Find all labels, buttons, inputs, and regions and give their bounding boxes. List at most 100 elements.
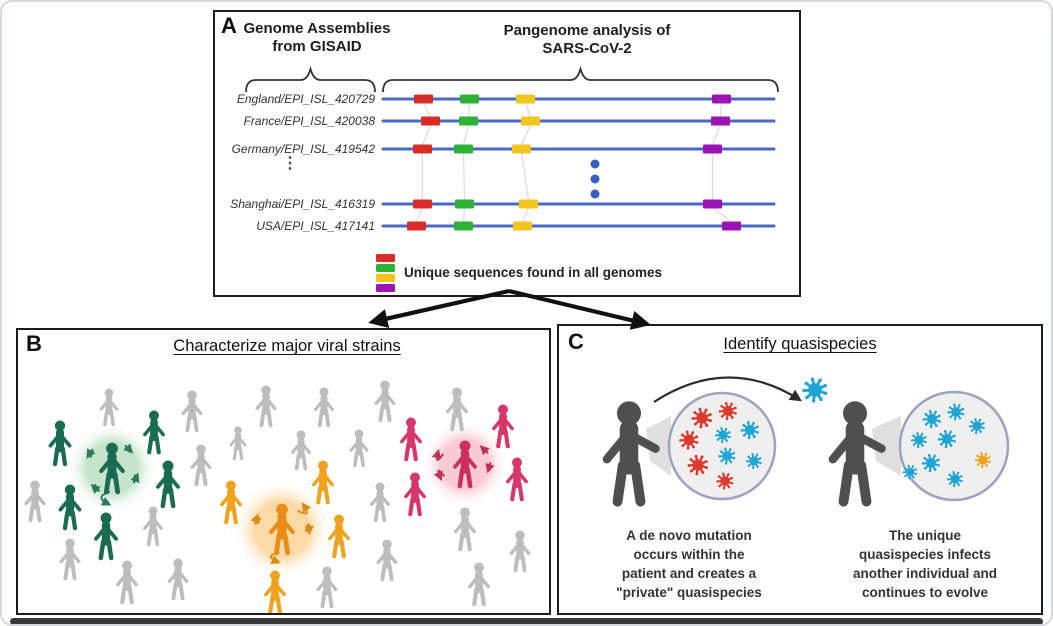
legend-color-block: [376, 284, 395, 292]
transmission-arrow: [479, 445, 490, 456]
genome-ellipsis: ⋮: [282, 155, 298, 172]
block-connector: [711, 124, 722, 146]
person-icon: [143, 506, 163, 547]
person-icon: [316, 566, 338, 609]
caption-de-novo-mutation: A de novo mutation occurs within the pat…: [616, 528, 762, 600]
virus-icon: [679, 430, 699, 450]
person-icon: [255, 385, 277, 428]
genome-line: [381, 221, 776, 231]
virus-icon: [937, 429, 956, 449]
person-icon: [506, 457, 528, 502]
legend-color-block: [376, 264, 395, 272]
unique-sequence-block: [712, 94, 731, 104]
unique-sequence-block: [460, 94, 479, 104]
brace-pangenome: [382, 65, 779, 93]
person-icon: [99, 442, 125, 495]
virus-icon: [968, 418, 985, 435]
legend-color-block: [376, 274, 395, 282]
genome-ellipsis-dot: [590, 189, 600, 199]
virus-icon: [802, 377, 828, 403]
brace-gisaid: [245, 65, 376, 93]
unique-sequence-block: [516, 94, 535, 104]
genome-line: [381, 144, 776, 154]
unique-sequence-block: [703, 199, 722, 209]
infection-arrow: [653, 376, 803, 403]
unique-sequence-block: [521, 116, 540, 126]
unique-sequence-block: [454, 221, 473, 231]
virus-icon: [974, 452, 991, 469]
unique-sequence-block: [519, 199, 538, 209]
caption-unique-quasispecies: The unique quasispecies infects another …: [852, 528, 997, 600]
person-icon: [156, 460, 180, 509]
genome-line: [381, 116, 776, 126]
legend-label: Unique sequences found in all genomes: [404, 265, 663, 280]
person-icon: [349, 429, 369, 468]
unique-sequence-block: [413, 144, 432, 154]
transmission-arrow: [304, 523, 315, 536]
figure-bottom-bar: [10, 618, 1043, 624]
panel-a-title-gisaid: Genome Assemblies from GISAID: [243, 20, 391, 55]
unique-sequence-block: [703, 144, 722, 154]
transmission-arrow: [250, 513, 262, 525]
block-connector: [520, 124, 532, 146]
person-icon: [454, 507, 476, 552]
person-icon: [269, 503, 295, 556]
virus-icon: [946, 471, 963, 488]
virus-icon: [714, 427, 731, 444]
virus-icon: [922, 409, 941, 429]
virus-icon: [716, 472, 734, 490]
panel-a-letter: A: [221, 13, 237, 38]
legend-color-block: [376, 254, 395, 262]
genome-ellipsis-dot: [590, 159, 600, 169]
unique-sequence-block: [455, 199, 474, 209]
person-icon: [509, 530, 531, 573]
unique-sequence-block: [711, 116, 730, 126]
transmission-arrow: [130, 472, 140, 484]
person-icon: [376, 539, 398, 582]
person-icon: [446, 387, 468, 432]
virus-icon: [902, 464, 918, 480]
quasispecies-circle: [667, 391, 777, 501]
transmission-arrow: [433, 469, 446, 482]
unique-sequence-block: [454, 144, 473, 154]
block-connector: [521, 207, 530, 223]
block-connector: [462, 152, 466, 201]
panel-c-title: Identify quasispecies: [723, 335, 877, 353]
unique-sequence-block: [459, 116, 478, 126]
block-connector: [712, 207, 732, 223]
unique-sequence-block: [421, 116, 440, 126]
person-icon: [291, 430, 311, 471]
transmission-arrow: [297, 502, 311, 515]
person-icon: [116, 560, 138, 605]
block-connector: [462, 124, 470, 146]
genome-line: [381, 94, 776, 104]
panel-a-title-pangenome: Pangenome analysis of SARS-CoV-2: [503, 22, 671, 57]
block-connector: [719, 102, 723, 118]
block-connector: [422, 102, 432, 118]
block-connector: [524, 102, 532, 118]
genome-label: France/EPI_ISL_420038: [243, 114, 375, 128]
block-connector: [421, 124, 432, 146]
panel-b-letter: B: [26, 331, 42, 356]
block-connector: [415, 207, 424, 223]
panel-c-letter: C: [568, 329, 584, 354]
person-icon: [828, 401, 886, 507]
person-icon: [404, 472, 426, 517]
person-icon: [220, 480, 242, 525]
virus-icon: [740, 420, 759, 440]
transmission-arrow: [123, 443, 134, 454]
unique-sequence-block: [413, 199, 432, 209]
virus-icon: [691, 407, 713, 429]
genome-label: USA/EPI_ISL_417141: [256, 219, 375, 233]
genome-label: Shanghai/EPI_ISL_416319: [230, 197, 375, 211]
genome-label: England/EPI_ISL_420729: [236, 92, 375, 106]
transmission-arrow: [86, 448, 96, 459]
unique-sequence-block: [414, 94, 433, 104]
panel-b-title: Characterize major viral strains: [173, 337, 401, 355]
panel-c-scene: [602, 376, 1010, 507]
unique-sequence-block: [407, 221, 426, 231]
panel-b-crowd: [24, 380, 531, 613]
virus-icon: [718, 401, 737, 421]
